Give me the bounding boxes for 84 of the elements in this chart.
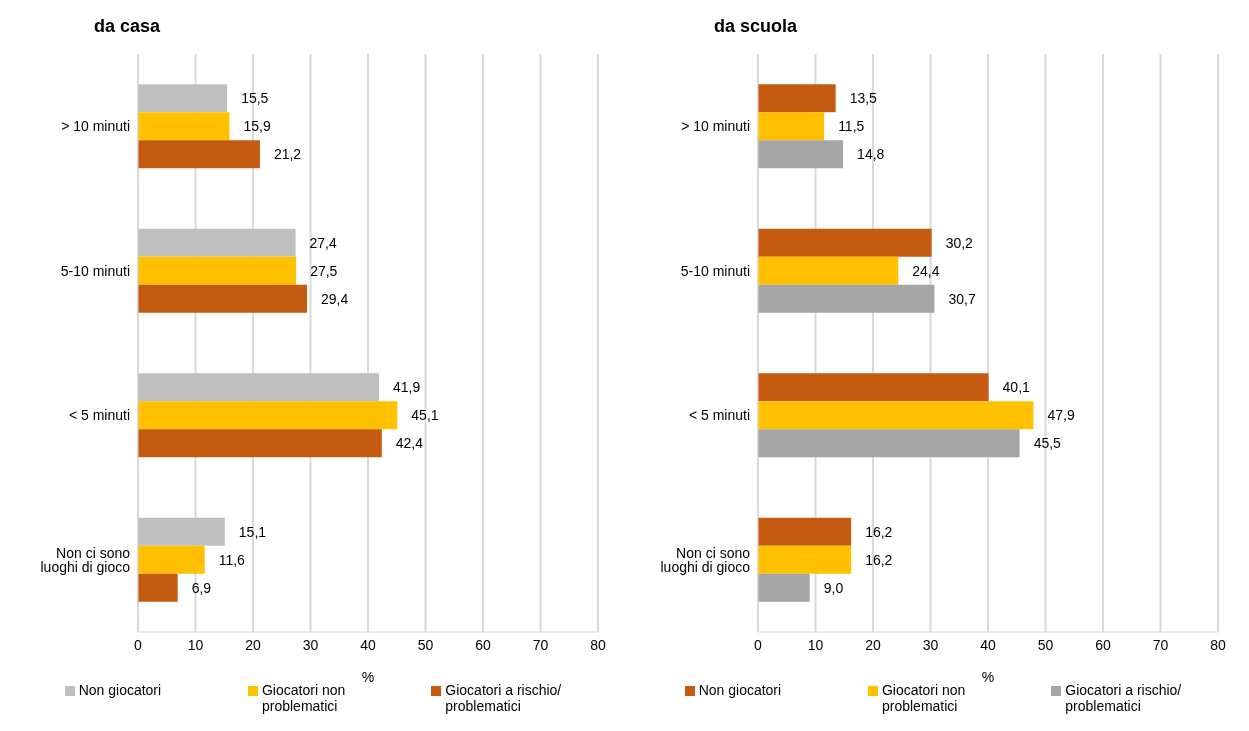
y-tick-label: Non ci sono luoghi di gioco	[40, 544, 131, 575]
bar	[138, 429, 382, 458]
y-tick-label: < 5 minuti	[68, 407, 130, 424]
x-tick-label: 70	[532, 636, 549, 653]
data-label: 13,5	[849, 90, 878, 107]
y-tick-label: Non ci sono luoghi di gioco	[660, 544, 751, 575]
bar	[758, 84, 836, 113]
x-tick-label: 0	[754, 636, 763, 653]
x-tick-label: 70	[1152, 636, 1169, 653]
x-tick-label: 40	[980, 636, 996, 653]
bar	[138, 112, 230, 141]
bar	[138, 228, 296, 257]
bar	[758, 429, 1020, 458]
y-tick-label: 5-10 minuti	[60, 262, 130, 279]
bar	[758, 256, 899, 285]
legend-label: Giocatori non problematici	[261, 682, 346, 714]
chart-title: da scuola	[713, 15, 799, 38]
legend-label: Giocatori a rischio/ problematici	[445, 682, 563, 714]
data-label: 30,2	[945, 234, 974, 251]
data-label: 30,7	[948, 290, 976, 307]
x-tick-label: 40	[360, 636, 376, 653]
x-tick-label: 30	[302, 636, 319, 653]
x-tick-label: 10	[807, 636, 824, 653]
data-label: 16,2	[865, 551, 893, 568]
data-label: 41,9	[392, 379, 421, 396]
bar	[758, 545, 852, 574]
bar	[758, 517, 852, 546]
data-label: 42,4	[395, 435, 424, 452]
data-label: 47,9	[1047, 407, 1075, 424]
data-label: 6,9	[191, 579, 212, 596]
bar	[138, 140, 260, 169]
x-tick-label: 60	[1095, 636, 1111, 653]
bar	[138, 573, 178, 602]
x-tick-label: 80	[590, 636, 606, 653]
bar	[758, 140, 844, 169]
legend-label: Non giocatori	[78, 682, 163, 698]
x-axis-title: %	[981, 669, 995, 685]
data-label: 27,4	[309, 234, 338, 251]
legend-label: Non giocatori	[698, 682, 783, 698]
legend-label: Giocatori non problematici	[881, 682, 966, 714]
data-label: 15,1	[238, 523, 267, 540]
bar	[138, 284, 308, 313]
y-tick-label: > 10 minuti	[61, 118, 130, 135]
bar	[138, 545, 205, 574]
bar	[138, 373, 379, 402]
data-label: 45,1	[411, 407, 439, 424]
data-label: 15,5	[241, 90, 269, 107]
data-label: 15,9	[243, 118, 271, 135]
bar	[758, 112, 825, 141]
bar	[758, 401, 1034, 430]
bar	[138, 401, 398, 430]
bar	[138, 256, 297, 285]
x-tick-label: 30	[922, 636, 939, 653]
data-label: 27,5	[310, 262, 338, 279]
bar	[758, 373, 989, 402]
data-label: 11,5	[838, 118, 865, 135]
x-tick-label: 50	[1037, 636, 1054, 653]
x-tick-label: 20	[245, 636, 261, 653]
x-tick-label: 60	[475, 636, 491, 653]
data-label: 40,1	[1002, 379, 1031, 396]
x-tick-label: 20	[865, 636, 881, 653]
data-label: 21,2	[273, 146, 302, 163]
x-tick-label: 50	[417, 636, 434, 653]
data-label: 24,4	[912, 262, 940, 279]
bar	[758, 284, 935, 313]
x-tick-label: 80	[1210, 636, 1226, 653]
data-label: 29,4	[321, 290, 349, 307]
y-tick-label: < 5 minuti	[688, 407, 750, 424]
data-label: 45,5	[1033, 435, 1062, 452]
legend-label: Giocatori a rischio/ problematici	[1065, 682, 1183, 714]
bar	[758, 228, 932, 257]
bar	[758, 573, 810, 602]
chart-title: da casa	[93, 15, 162, 38]
y-tick-label: > 10 minuti	[681, 118, 750, 135]
data-label: 16,2	[865, 523, 893, 540]
bar	[138, 84, 228, 113]
data-label: 9,0	[823, 579, 844, 596]
x-tick-label: 0	[134, 636, 143, 653]
y-tick-label: 5-10 minuti	[680, 262, 750, 279]
data-label: 14,8	[857, 146, 885, 163]
x-axis-title: %	[361, 669, 375, 685]
bar	[138, 517, 225, 546]
x-tick-label: 10	[187, 636, 204, 653]
data-label: 11,6	[218, 551, 246, 568]
